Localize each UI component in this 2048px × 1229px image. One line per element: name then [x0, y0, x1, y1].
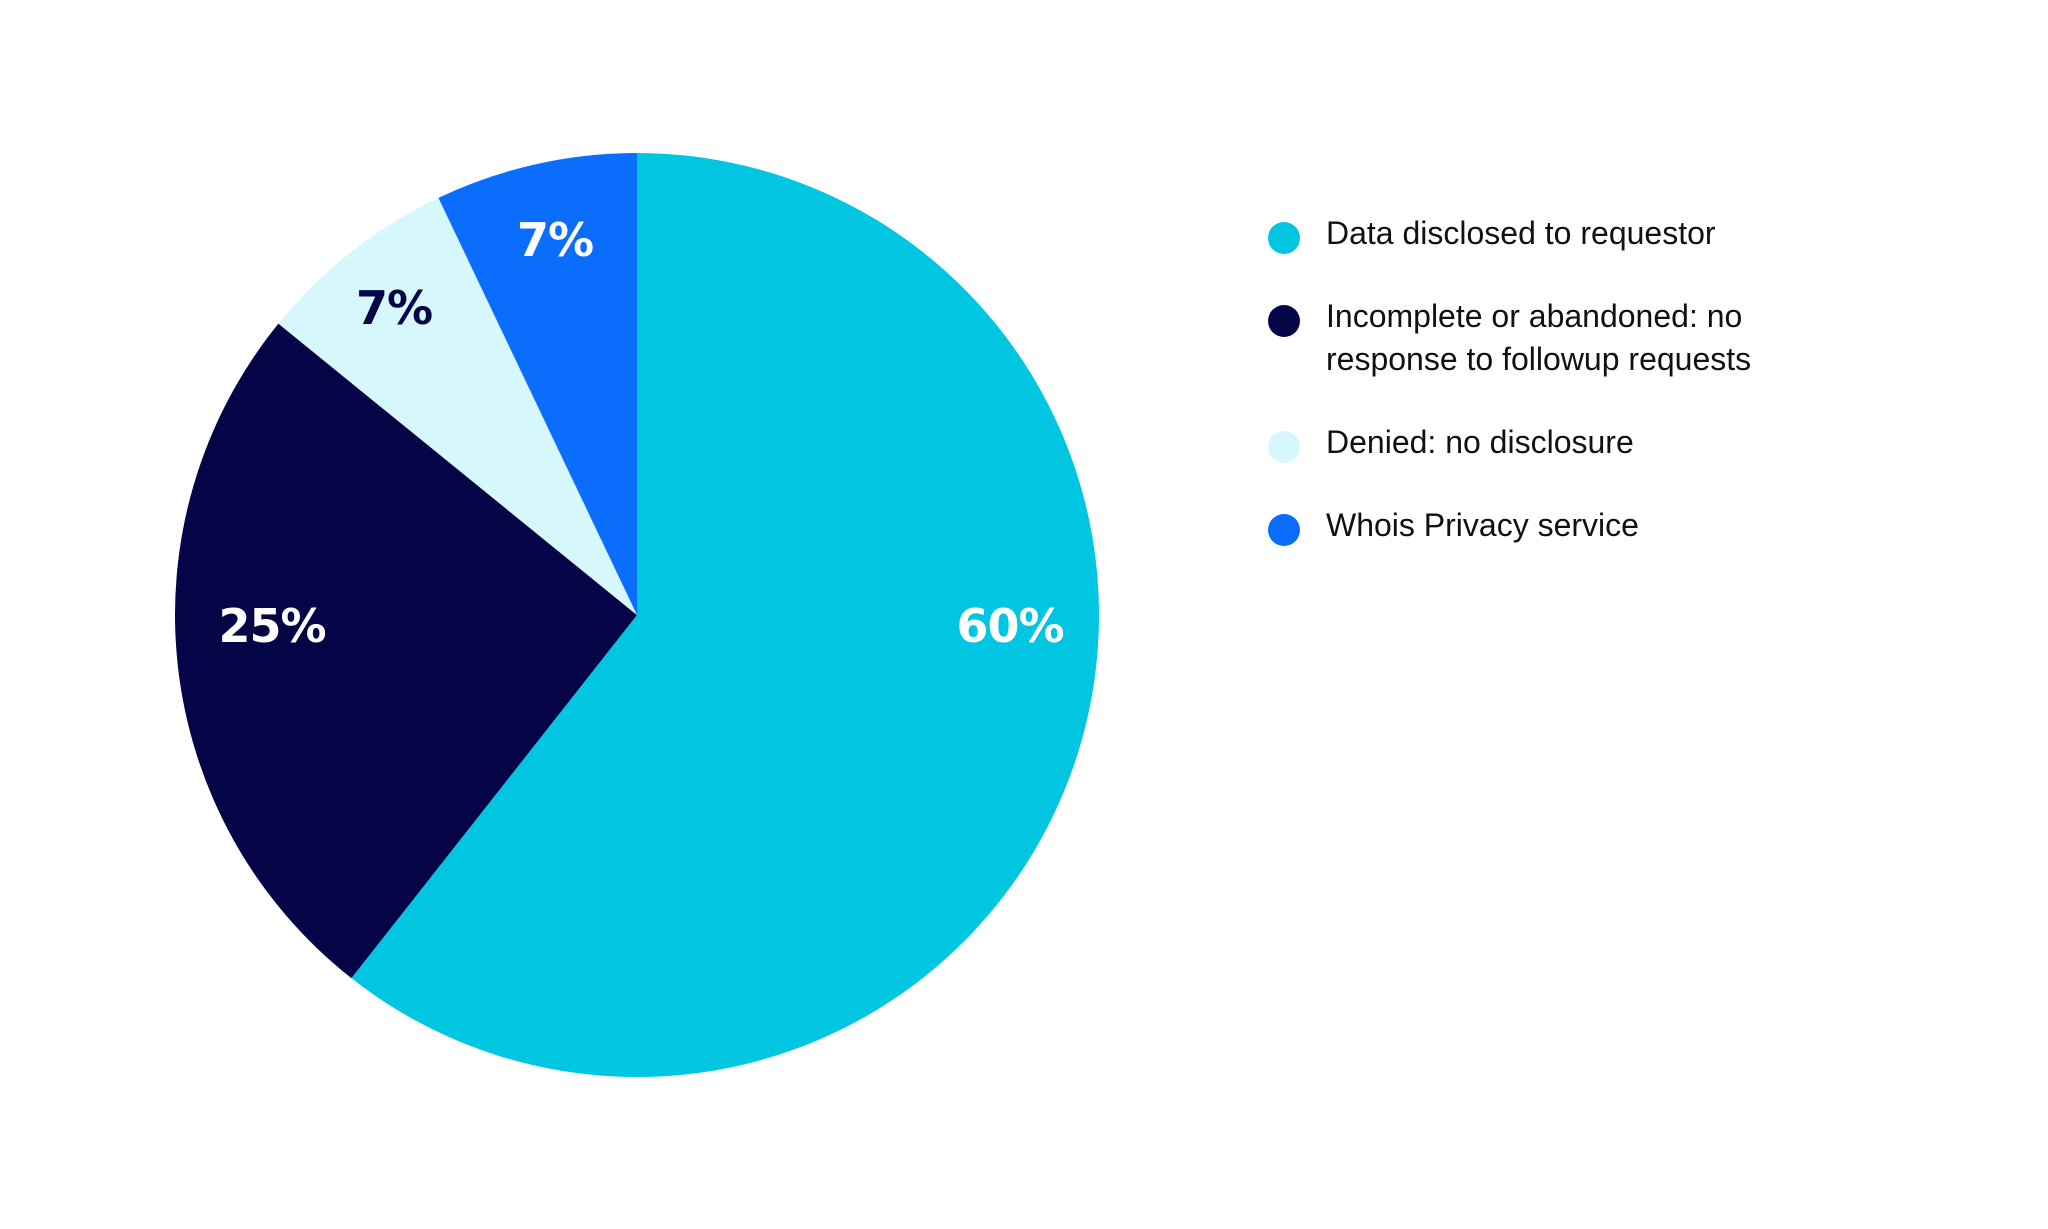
pie-slice-incomplete: [174, 323, 637, 979]
legend-item-incomplete: Incomplete or abandoned: no response to …: [1268, 295, 1886, 381]
pie-slice-privacy: [438, 153, 637, 615]
pie-slice-denied: [278, 197, 637, 615]
pie-slice-disclosed: [351, 153, 1100, 1077]
legend-label: Whois Privacy service: [1326, 507, 1639, 543]
legend-dot-icon: [1268, 514, 1300, 546]
legend: Data disclosed to requestor Incomplete o…: [1268, 212, 1886, 587]
legend-label: Denied: no disclosure: [1326, 424, 1634, 460]
legend-dot-icon: [1268, 431, 1300, 463]
legend-label: Data disclosed to requestor: [1326, 215, 1716, 251]
slice-label-denied: 7%: [355, 281, 433, 335]
legend-label: Incomplete or abandoned: no response to …: [1326, 298, 1752, 377]
legend-item-denied: Denied: no disclosure: [1268, 421, 1886, 464]
legend-item-disclosed: Data disclosed to requestor: [1268, 212, 1886, 255]
slice-label-disclosed: 60%: [956, 599, 1064, 653]
legend-item-privacy: Whois Privacy service: [1268, 504, 1886, 547]
legend-dot-icon: [1268, 305, 1300, 337]
slice-label-privacy: 7%: [516, 213, 594, 267]
slice-label-incomplete: 25%: [218, 599, 326, 653]
legend-dot-icon: [1268, 222, 1300, 254]
